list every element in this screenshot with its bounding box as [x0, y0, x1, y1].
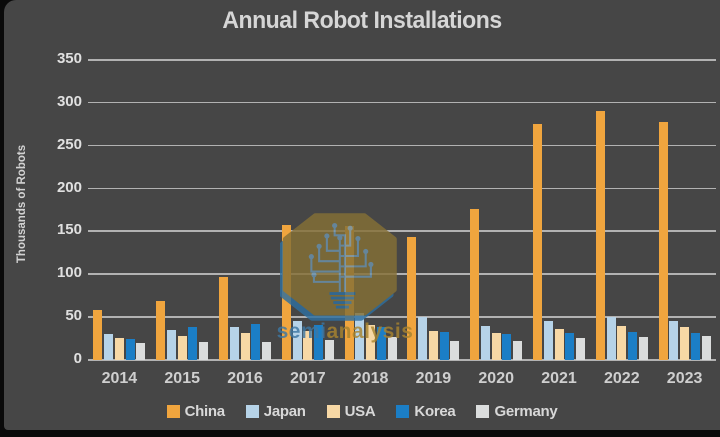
legend-label-japan: Japan: [263, 403, 306, 420]
gridline-50: [88, 316, 716, 318]
legend-swatch-germany: [476, 405, 490, 418]
legend-label-usa: USA: [344, 403, 376, 420]
bar-germany-2022: [638, 336, 648, 360]
bar-germany-2016: [262, 342, 271, 360]
bar-korea-2017: [314, 324, 324, 360]
bar-usa-2023: [680, 327, 690, 360]
bar-china-2018: [344, 226, 354, 360]
bar-japan-2016: [229, 326, 239, 360]
bar-japan-2014: [104, 334, 114, 360]
bar-germany-2018: [387, 336, 397, 360]
legend-item-usa: USA: [326, 403, 376, 420]
y-tick-50: 50: [65, 307, 82, 325]
chart-title: Annual Robot Installations: [222, 7, 502, 34]
bar-korea-2018: [376, 327, 386, 360]
bar-korea-2016: [251, 324, 261, 360]
bar-japan-2015: [166, 330, 176, 360]
bar-china-2022: [595, 111, 605, 360]
y-tick-0: 0: [73, 350, 82, 367]
bar-korea-2023: [690, 332, 700, 360]
x-tick-2015: 2015: [164, 370, 200, 387]
bar-germany-2020: [513, 341, 523, 360]
bar-usa-2015: [177, 336, 187, 360]
x-tick-2014: 2014: [101, 370, 138, 387]
bar-china-2015: [156, 300, 166, 360]
x-tick-2021: 2021: [541, 370, 577, 387]
x-tick-2022: 2022: [604, 370, 640, 387]
x-tick-2016: 2016: [227, 370, 263, 387]
bar-china-2016: [219, 276, 228, 360]
y-tick-250: 250: [56, 135, 82, 153]
bar-germany-2021: [576, 337, 585, 360]
legend-item-korea: Korea: [396, 403, 456, 420]
bar-germany-2017: [324, 340, 334, 360]
bar-germany-2019: [450, 341, 460, 360]
y-tick-300: 300: [56, 92, 82, 110]
bar-china-2020: [470, 209, 480, 360]
bar-korea-2020: [502, 334, 512, 360]
bar-japan-2019: [418, 317, 428, 360]
gridline-350: [88, 59, 716, 61]
gridline-150: [88, 230, 716, 232]
y-tick-150: 150: [56, 221, 82, 239]
gridline-0: [88, 359, 716, 361]
bar-usa-2014: [114, 337, 124, 360]
y-axis-label: Thousands of Robots: [16, 144, 28, 264]
y-tick-200: 200: [56, 178, 82, 196]
bar-japan-2022: [606, 317, 616, 360]
x-tick-2019: 2019: [415, 370, 452, 387]
legend-swatch-japan: [245, 405, 259, 418]
legend-item-germany: Germany: [476, 403, 558, 420]
bar-usa-2020: [491, 333, 501, 360]
bar-china-2021: [533, 124, 542, 360]
legend-item-china: China: [166, 403, 225, 420]
bar-germany-2015: [199, 342, 209, 360]
legend-swatch-usa: [326, 405, 340, 418]
bar-korea-2014: [125, 338, 135, 360]
chart-card: Annual Robot Installations Thousands of …: [4, 0, 720, 430]
bar-china-2014: [93, 310, 103, 360]
bar-japan-2023: [669, 320, 679, 360]
bar-korea-2015: [188, 327, 198, 360]
bar-korea-2019: [439, 331, 449, 360]
legend-swatch-china: [166, 405, 180, 418]
plot-area: semianalysis: [88, 59, 716, 361]
bar-germany-2014: [136, 342, 146, 360]
bar-china-2023: [658, 121, 668, 360]
bar-usa-2021: [554, 329, 564, 360]
x-tick-2018: 2018: [352, 370, 389, 387]
bar-usa-2018: [366, 324, 376, 360]
x-tick-2020: 2020: [478, 370, 514, 387]
bar-germany-2023: [701, 336, 711, 360]
bar-usa-2017: [303, 330, 313, 360]
legend-swatch-korea: [396, 405, 410, 418]
legend-item-japan: Japan: [245, 403, 306, 420]
bar-korea-2021: [565, 333, 575, 360]
bar-china-2017: [281, 224, 291, 360]
bar-japan-2020: [480, 325, 490, 360]
x-tick-2017: 2017: [290, 370, 326, 387]
gridline-250: [88, 144, 716, 147]
gridline-300: [88, 101, 716, 104]
gridline-200: [88, 187, 716, 190]
bar-japan-2021: [543, 320, 553, 360]
bar-korea-2022: [628, 331, 638, 360]
bar-japan-2018: [355, 312, 365, 360]
bar-usa-2019: [428, 330, 438, 360]
chart-legend: China Japan USA Korea Germany: [4, 403, 720, 420]
y-tick-100: 100: [56, 264, 82, 282]
bar-japan-2017: [292, 320, 302, 360]
x-tick-2023: 2023: [666, 370, 703, 387]
legend-label-germany: Germany: [494, 403, 558, 420]
legend-label-korea: Korea: [414, 403, 456, 420]
bar-usa-2016: [240, 333, 250, 360]
bar-china-2019: [407, 236, 417, 360]
y-tick-350: 350: [56, 50, 82, 67]
gridline-100: [88, 273, 716, 275]
bar-usa-2022: [617, 325, 627, 360]
legend-label-china: China: [184, 403, 225, 420]
